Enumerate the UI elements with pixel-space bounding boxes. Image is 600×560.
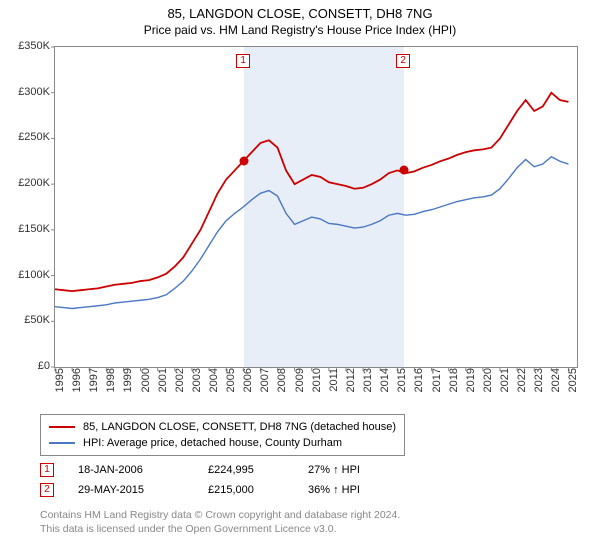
footer-line: This data is licensed under the Open Gov… (40, 522, 400, 536)
plot-area (54, 46, 578, 368)
series-line (55, 93, 568, 291)
x-tick-label: 2005 (225, 368, 237, 408)
x-tick-label: 2015 (396, 368, 408, 408)
legend-swatch (49, 426, 75, 428)
footer: Contains HM Land Registry data © Crown c… (40, 508, 400, 536)
legend-label: HPI: Average price, detached house, Coun… (83, 435, 342, 451)
x-tick-label: 2006 (242, 368, 254, 408)
x-tick-label: 2001 (157, 368, 169, 408)
x-tick-label: 2007 (259, 368, 271, 408)
x-tick-label: 2009 (294, 368, 306, 408)
legend-swatch (49, 442, 75, 444)
sale-marker-icon: 2 (40, 483, 54, 497)
y-tick-label: £200K (4, 177, 50, 189)
y-tick-label: £250K (4, 131, 50, 143)
y-tick-label: £300K (4, 86, 50, 98)
x-tick-label: 2025 (567, 368, 579, 408)
chart-svg (55, 47, 577, 367)
x-tick-label: 2012 (345, 368, 357, 408)
x-tick-label: 2016 (413, 368, 425, 408)
chart-container: 85, LANGDON CLOSE, CONSETT, DH8 7NG Pric… (0, 0, 600, 560)
sale-marker-icon: 1 (40, 463, 54, 477)
sale-dot (400, 166, 409, 175)
x-tick-label: 1998 (105, 368, 117, 408)
page-title: 85, LANGDON CLOSE, CONSETT, DH8 7NG (0, 0, 600, 21)
x-tick-label: 2014 (379, 368, 391, 408)
series-line (55, 157, 568, 309)
x-tick-label: 2022 (516, 368, 528, 408)
sales-row: 1 18-JAN-2006 £224,995 27% ↑ HPI (40, 460, 408, 480)
x-tick-label: 2021 (499, 368, 511, 408)
legend-label: 85, LANGDON CLOSE, CONSETT, DH8 7NG (det… (83, 419, 396, 435)
y-tick-label: £350K (4, 40, 50, 52)
x-tick-label: 2019 (465, 368, 477, 408)
page-subtitle: Price paid vs. HM Land Registry's House … (0, 21, 600, 41)
x-tick-label: 2003 (191, 368, 203, 408)
legend: 85, LANGDON CLOSE, CONSETT, DH8 7NG (det… (40, 414, 405, 456)
x-tick-label: 1999 (122, 368, 134, 408)
y-tick-label: £150K (4, 223, 50, 235)
y-tick-label: £0 (4, 360, 50, 372)
x-tick-label: 2013 (362, 368, 374, 408)
sale-marker-icon: 2 (396, 54, 410, 68)
sale-date: 18-JAN-2006 (78, 464, 208, 476)
x-tick-label: 2010 (311, 368, 323, 408)
legend-row: 85, LANGDON CLOSE, CONSETT, DH8 7NG (det… (49, 419, 396, 435)
x-tick-label: 2023 (533, 368, 545, 408)
x-tick-label: 2008 (276, 368, 288, 408)
sale-price: £215,000 (208, 484, 308, 496)
x-tick-label: 2000 (140, 368, 152, 408)
y-tick-label: £50K (4, 314, 50, 326)
sale-delta: 27% ↑ HPI (308, 464, 408, 476)
footer-line: Contains HM Land Registry data © Crown c… (40, 508, 400, 522)
x-tick-label: 2020 (482, 368, 494, 408)
x-tick-label: 2011 (328, 368, 340, 408)
sale-price: £224,995 (208, 464, 308, 476)
legend-row: HPI: Average price, detached house, Coun… (49, 435, 396, 451)
sale-delta: 36% ↑ HPI (308, 484, 408, 496)
sales-row: 2 29-MAY-2015 £215,000 36% ↑ HPI (40, 480, 408, 500)
x-tick-label: 1996 (71, 368, 83, 408)
x-tick-label: 2002 (174, 368, 186, 408)
x-tick-label: 1997 (88, 368, 100, 408)
x-tick-label: 2018 (448, 368, 460, 408)
sale-marker-icon: 1 (236, 54, 250, 68)
y-tick-label: £100K (4, 269, 50, 281)
sale-date: 29-MAY-2015 (78, 484, 208, 496)
x-tick-label: 2017 (431, 368, 443, 408)
sales-table: 1 18-JAN-2006 £224,995 27% ↑ HPI 2 29-MA… (40, 460, 408, 500)
x-tick-label: 2024 (550, 368, 562, 408)
sale-dot (240, 157, 249, 166)
x-tick-label: 1995 (54, 368, 66, 408)
x-tick-label: 2004 (208, 368, 220, 408)
